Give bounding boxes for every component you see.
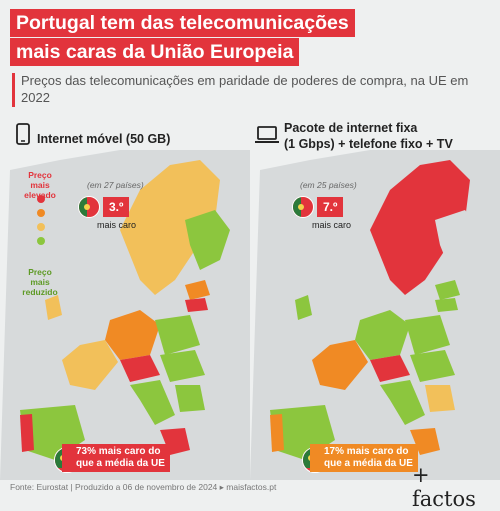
source-footer: Fonte: Eurostat | Produzido a 06 de nove…	[10, 482, 277, 492]
comparison-text-mobile-2: que a média da UE	[76, 458, 165, 469]
europe-map-fixed	[250, 150, 500, 480]
legend-high-label: Preço mais elevado	[24, 170, 56, 200]
country-count-fixed: (em 25 países)	[300, 180, 357, 190]
rank-badge-fixed: 7.º	[317, 197, 344, 217]
comparison-box-mobile: 73% mais caro do que a média da UE	[62, 444, 170, 472]
legend-low-label: Preço mais reduzido	[22, 267, 58, 297]
rank-badge-mobile: 3.º	[103, 197, 130, 217]
subtitle: Preços das telecomunicações em paridade …	[21, 73, 469, 105]
map-heading-fixed: Pacote de internet fixa (1 Gbps) + telef…	[284, 120, 453, 152]
comparison-pct-mobile: 73%	[76, 446, 97, 457]
map-heading-fixed-line-2: (1 Gbps) + telefone fixo + TV	[284, 137, 453, 151]
comparison-pct-fixed: 17%	[324, 446, 345, 457]
rank-note-fixed: mais caro	[312, 220, 352, 230]
comparison-box-fixed: 17% mais caro do que a média da UE	[310, 444, 418, 472]
portugal-flag-icon	[78, 196, 100, 218]
laptop-icon	[255, 126, 279, 143]
rank-note-mobile: mais caro	[97, 220, 137, 230]
subtitle-accent-bar	[12, 73, 15, 107]
map-heading-mobile: Internet móvel (50 GB)	[37, 132, 171, 146]
mobile-phone-icon	[16, 123, 30, 145]
legend-color-scale	[37, 195, 45, 245]
map-heading-fixed-line-1: Pacote de internet fixa	[284, 121, 418, 135]
country-count-mobile: (em 27 países)	[87, 180, 144, 190]
portugal-flag-icon	[292, 196, 314, 218]
title-line-1: Portugal tem das telecomunicações	[10, 9, 355, 37]
title-line-2: mais caras da União Europeia	[10, 38, 300, 66]
comparison-text-mobile-1: mais caro do	[98, 446, 161, 457]
comparison-text-fixed-1: mais caro do	[346, 446, 409, 457]
comparison-text-fixed-2: que a média da UE	[324, 458, 413, 469]
maisfactos-logo: + factos	[412, 463, 476, 511]
